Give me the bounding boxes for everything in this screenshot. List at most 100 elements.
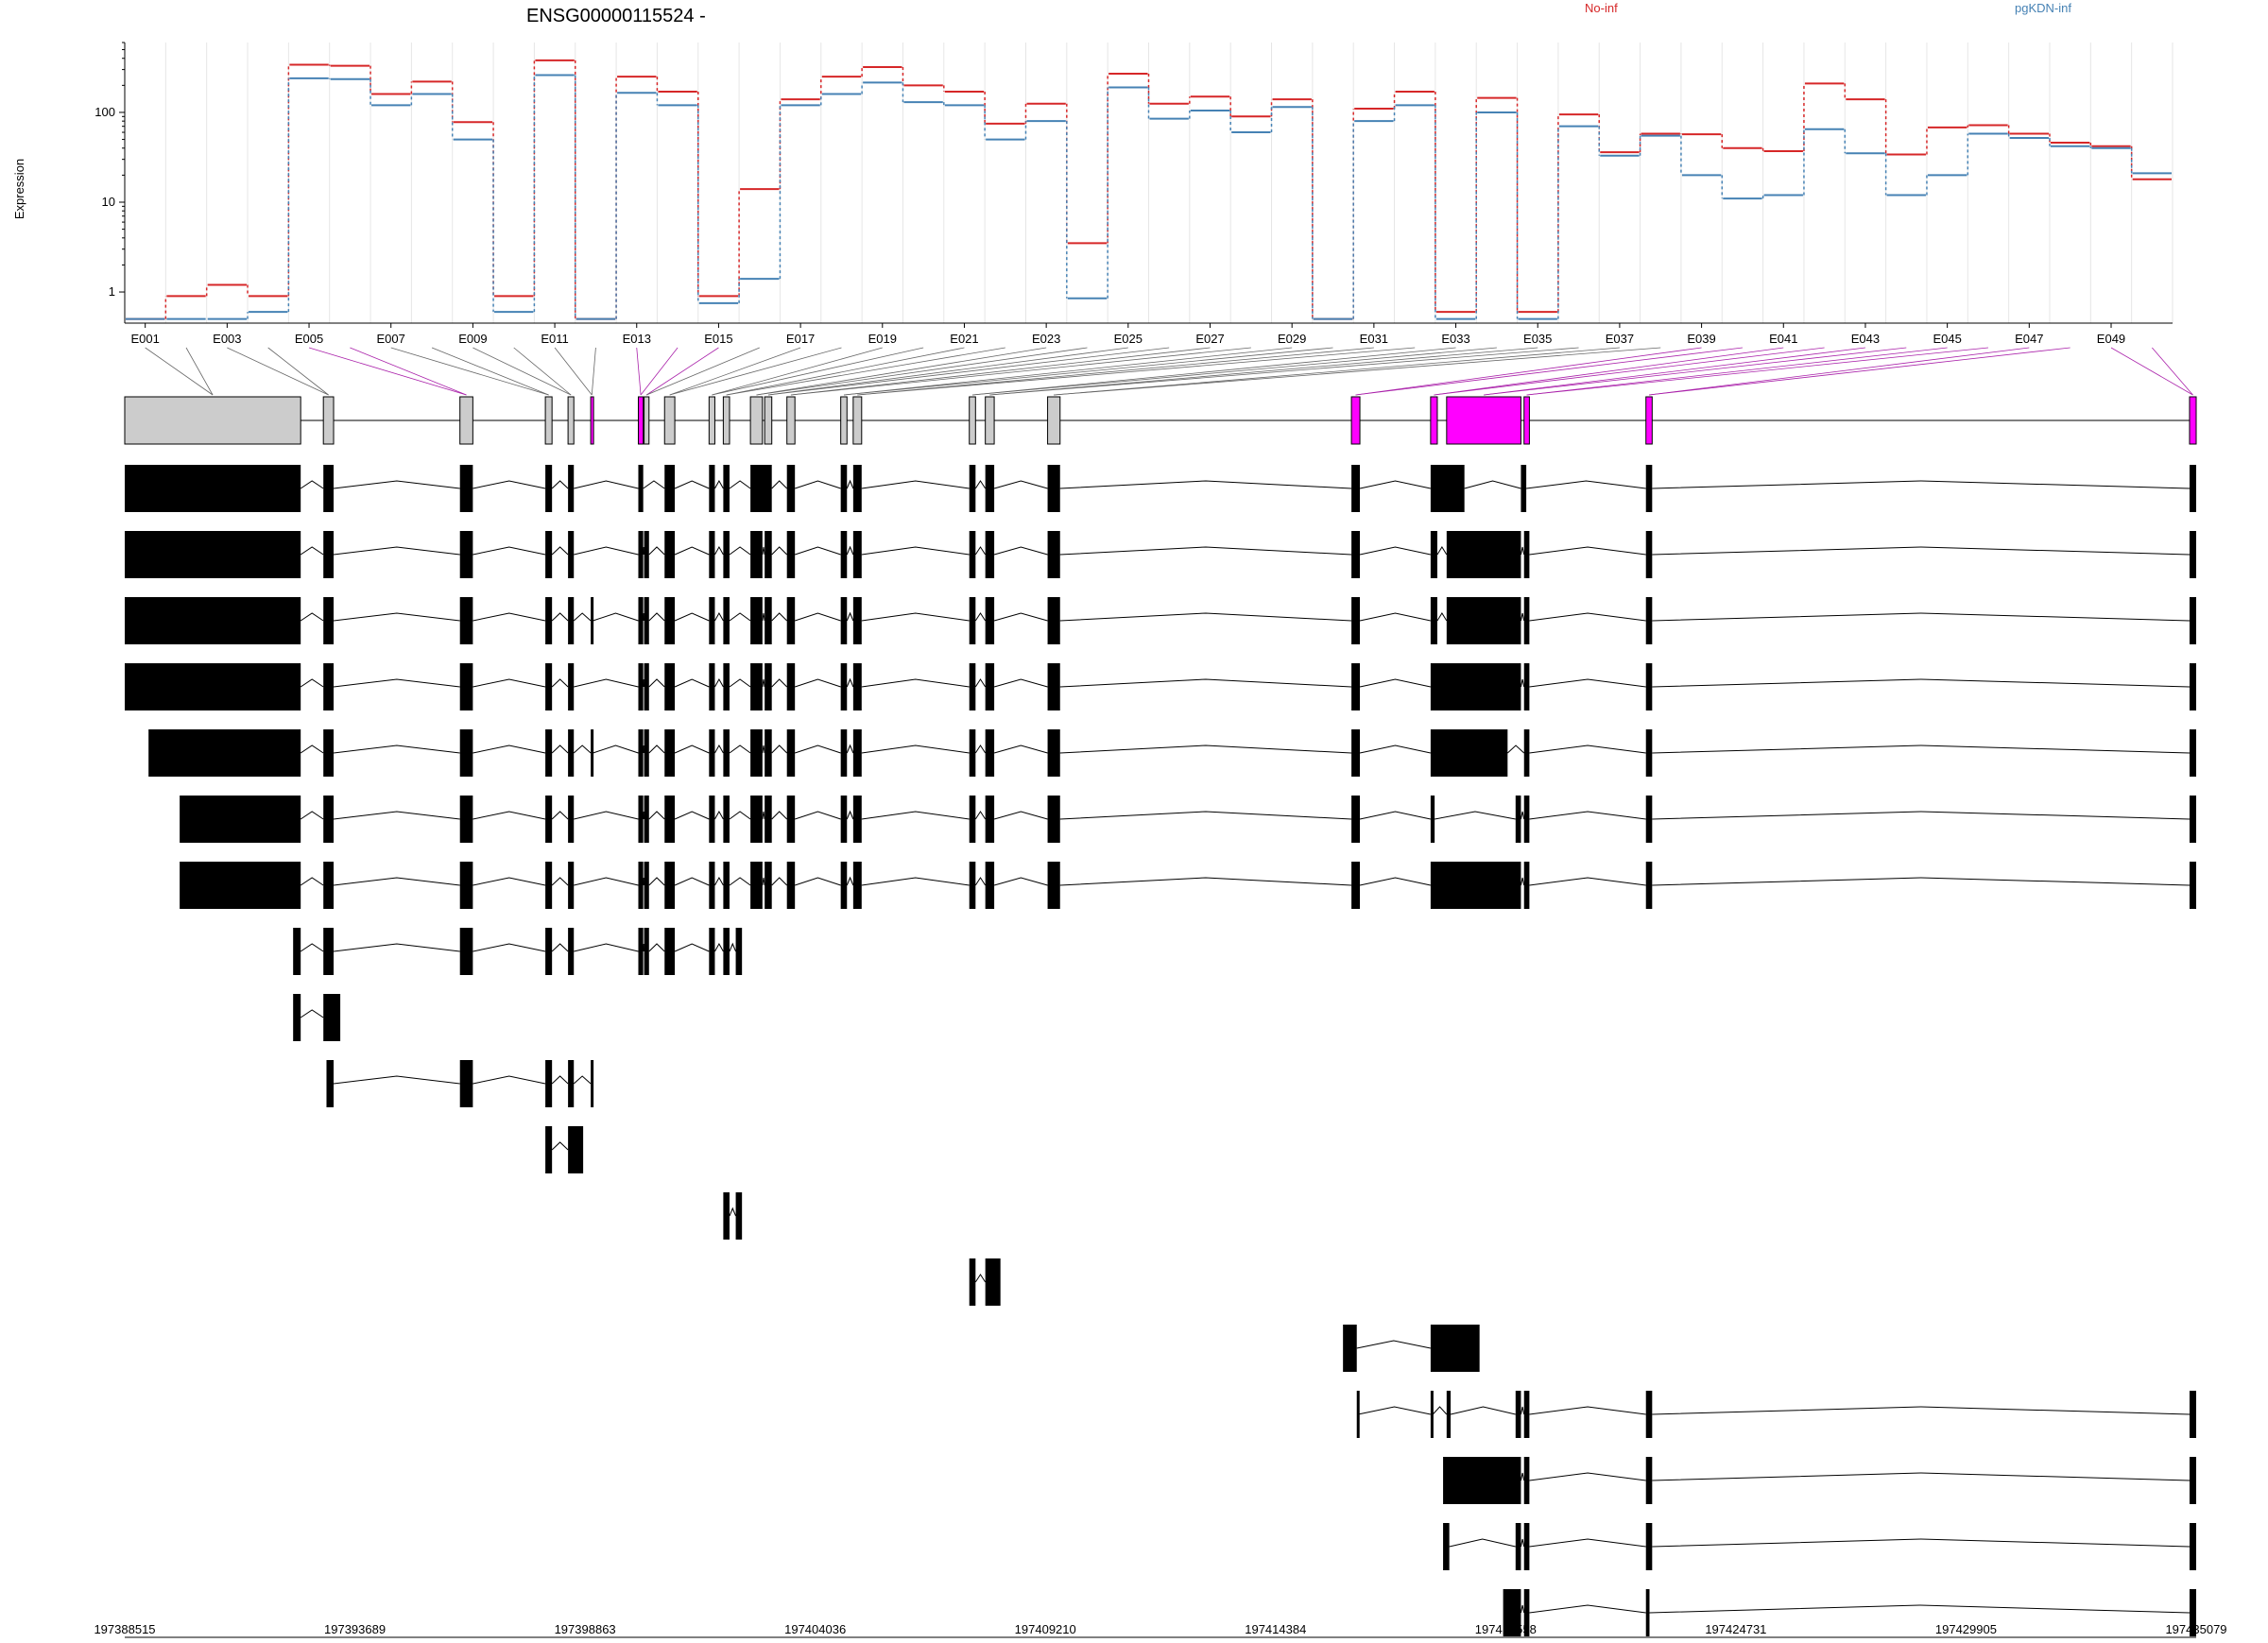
exon-block (638, 531, 644, 578)
transcript-6 (180, 796, 2196, 843)
exon-block (750, 729, 763, 777)
exon-connector (971, 347, 1456, 396)
transcript-13 (969, 1258, 1001, 1306)
legend-pgkdn-inf: pgKDN-inf (2015, 1, 2071, 15)
exon-connector (1434, 347, 1784, 396)
intron-line (795, 877, 841, 886)
exon-block (1351, 597, 1361, 644)
genomic-tick-label: 197424731 (1705, 1622, 1766, 1636)
exon-block (1430, 1391, 1434, 1438)
exon-block (545, 928, 553, 975)
exon-map-block (840, 396, 848, 445)
exon-block (1047, 597, 1060, 644)
exon-block (644, 597, 649, 644)
exon-block (591, 729, 594, 777)
exon-block (459, 928, 473, 975)
intron-line (1059, 612, 1352, 622)
intron-line (648, 811, 665, 820)
exon-block (638, 465, 644, 512)
exon-block (545, 531, 553, 578)
exon-block (2189, 1457, 2196, 1504)
exon-block (591, 597, 594, 644)
exon-label: E045 (1933, 332, 1961, 346)
exon-block (765, 663, 772, 710)
exon-connector (640, 347, 679, 396)
exon-block (1645, 729, 1653, 777)
intron-line (648, 612, 665, 622)
intron-line (974, 877, 987, 886)
exon-block (2189, 862, 2196, 909)
intron-line (472, 811, 546, 820)
exon-map-block (544, 396, 553, 445)
exon-map-block (969, 396, 976, 445)
genomic-tick-label: 197404036 (784, 1622, 846, 1636)
exon-block (723, 1192, 730, 1240)
exon-block (1645, 1589, 1650, 1636)
transcript-1 (125, 465, 2196, 512)
exon-block (545, 1060, 553, 1107)
exon-connector (1355, 347, 1743, 396)
intron-line (1529, 678, 1646, 688)
intron-line (551, 546, 569, 556)
intron-line (333, 612, 460, 622)
intron-line (1652, 546, 2190, 556)
intron-line (573, 1075, 592, 1085)
exon-block (2189, 531, 2196, 578)
exon-block (323, 928, 335, 975)
exon-block (1351, 729, 1361, 777)
exon-block (1523, 597, 1530, 644)
exon-block (545, 663, 553, 710)
intron-line (993, 744, 1048, 754)
exon-block (852, 862, 862, 909)
exon-block (1430, 796, 1435, 843)
exon-block (568, 663, 575, 710)
transcript-4 (125, 663, 2196, 710)
intron-line (714, 744, 724, 754)
intron-line (1520, 1604, 1525, 1614)
exon-block (323, 465, 335, 512)
intron-line (762, 744, 765, 754)
exon-block (723, 928, 730, 975)
transcript-14 (1343, 1325, 1480, 1372)
intron-line (993, 678, 1048, 688)
exon-block (638, 796, 644, 843)
exon-block (1047, 531, 1060, 578)
genomic-tick-label: 197393689 (324, 1622, 386, 1636)
intron-line (551, 943, 569, 952)
intron-line (1529, 612, 1646, 622)
exon-block (1430, 663, 1521, 710)
exon-connector (756, 347, 1088, 396)
genomic-tick-label: 197414384 (1245, 1622, 1306, 1636)
exon-connector (513, 347, 572, 396)
exon-label: E017 (786, 332, 815, 346)
intron-line (300, 1009, 324, 1018)
exon-block (1523, 663, 1530, 710)
intron-line (333, 678, 460, 688)
intron-line (714, 479, 724, 489)
intron-line (771, 546, 788, 556)
exon-block (323, 663, 335, 710)
intron-line (1652, 612, 2190, 622)
exon-block (840, 862, 848, 909)
intron-line (1059, 877, 1352, 886)
exon-block (323, 597, 335, 644)
exon-block (1515, 1523, 1521, 1570)
exon-map-block (124, 396, 301, 445)
exon-block (125, 465, 301, 512)
exon-map-block (708, 396, 715, 445)
exon-block (852, 465, 862, 512)
exon-block (709, 928, 715, 975)
exon-label: E039 (1687, 332, 1715, 346)
exon-block (1645, 862, 1653, 909)
intron-line (714, 611, 724, 622)
exon-connector (2110, 347, 2193, 396)
intron-line (729, 744, 751, 754)
intron-line (974, 678, 987, 688)
exon-block (1047, 465, 1060, 512)
exon-connector (989, 347, 1538, 396)
exon-label: E033 (1441, 332, 1469, 346)
intron-line (993, 612, 1048, 622)
intron-line (472, 678, 546, 688)
intron-line (1520, 678, 1525, 688)
intron-line (1520, 546, 1525, 556)
